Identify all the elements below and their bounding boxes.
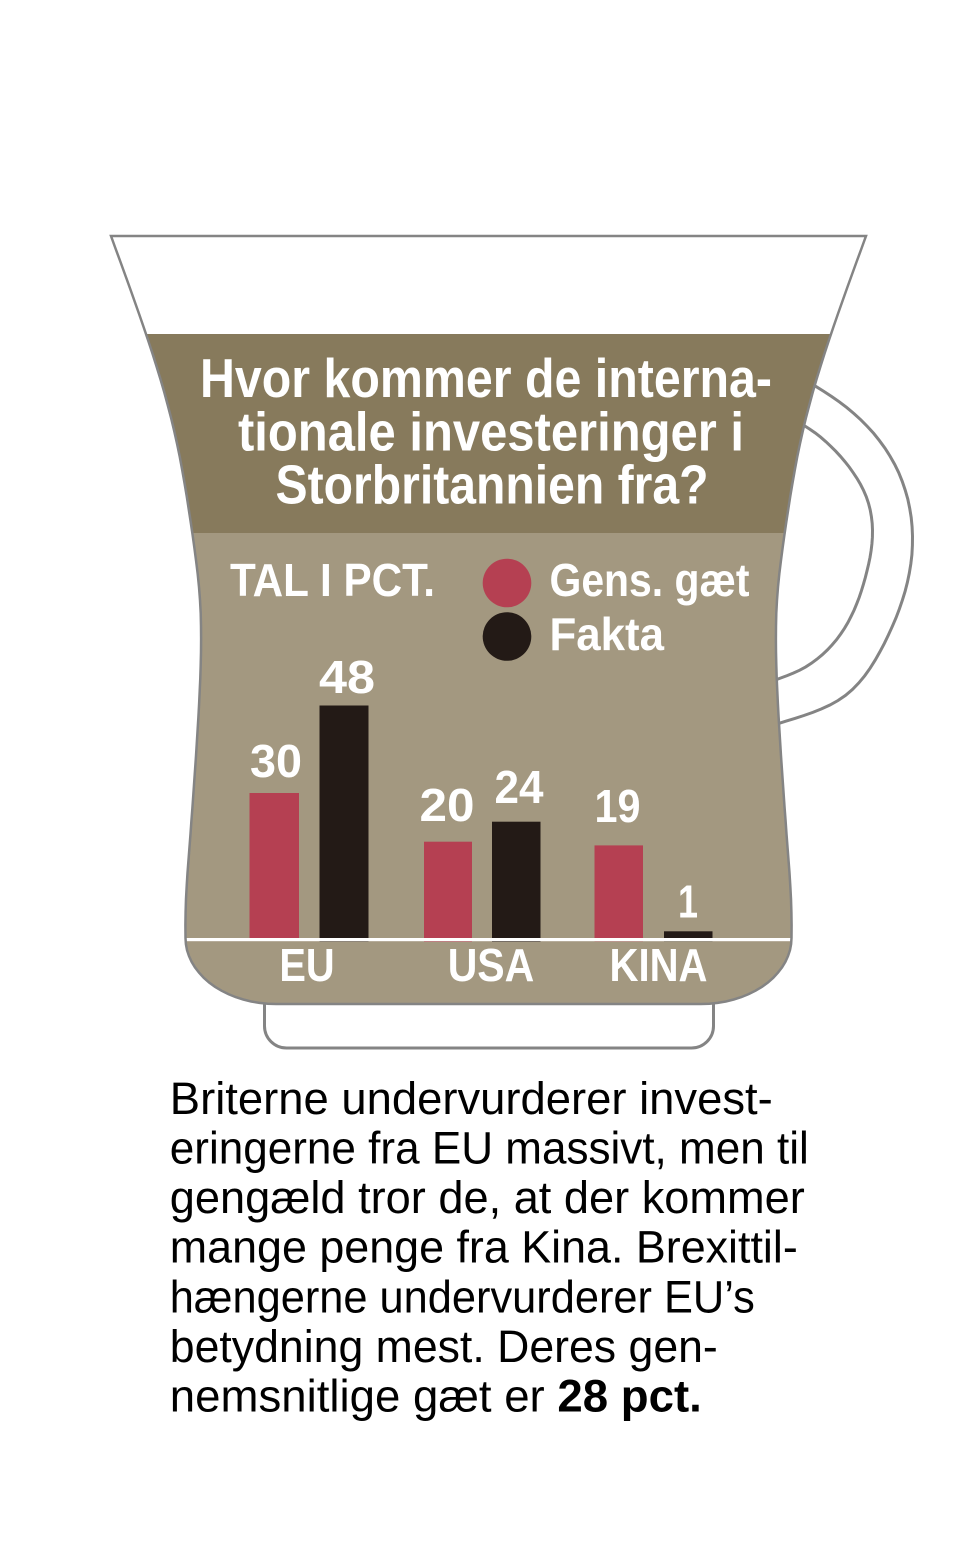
svg-text:Briterne undervurderer invest-: Briterne undervurderer invest- bbox=[170, 1073, 773, 1124]
svg-text:30: 30 bbox=[250, 735, 302, 787]
svg-text:Hvor kommer de interna-: Hvor kommer de interna- bbox=[200, 347, 772, 409]
svg-text:Gens. gæt: Gens. gæt bbox=[550, 554, 750, 606]
svg-text:20: 20 bbox=[420, 779, 475, 831]
svg-text:hængerne undervurderer EU’s: hængerne undervurderer EU’s bbox=[170, 1271, 755, 1322]
svg-text:24: 24 bbox=[495, 761, 544, 813]
svg-text:eringerne fra EU massivt, men: eringerne fra EU massivt, men til bbox=[170, 1123, 809, 1174]
svg-text:EU: EU bbox=[279, 939, 334, 991]
svg-text:mange penge fra Kina. Brexitti: mange penge fra Kina. Brexittil- bbox=[170, 1222, 798, 1273]
svg-text:19: 19 bbox=[595, 780, 641, 832]
svg-text:48: 48 bbox=[319, 651, 375, 703]
svg-text:1: 1 bbox=[678, 876, 698, 928]
svg-text:tionale investeringer i: tionale investeringer i bbox=[238, 400, 744, 462]
svg-text:USA: USA bbox=[448, 939, 535, 991]
svg-text:gengæld tror de, at der kommer: gengæld tror de, at der kommer bbox=[170, 1172, 805, 1223]
svg-text:Storbritannien fra?: Storbritannien fra? bbox=[276, 454, 709, 516]
svg-text:TAL I PCT.: TAL I PCT. bbox=[230, 554, 435, 606]
svg-text:KINA: KINA bbox=[610, 939, 708, 991]
svg-text:betydning mest. Deres gen-: betydning mest. Deres gen- bbox=[170, 1321, 718, 1372]
svg-text:Fakta: Fakta bbox=[550, 608, 665, 660]
svg-text:nemsnitlige gæt er 28 pct.: nemsnitlige gæt er 28 pct. bbox=[170, 1371, 702, 1422]
